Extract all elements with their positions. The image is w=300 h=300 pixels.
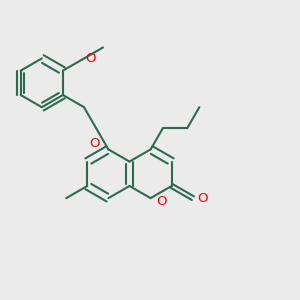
Text: O: O	[197, 192, 208, 205]
Text: O: O	[89, 136, 100, 150]
Text: O: O	[85, 52, 96, 65]
Text: O: O	[156, 195, 166, 208]
